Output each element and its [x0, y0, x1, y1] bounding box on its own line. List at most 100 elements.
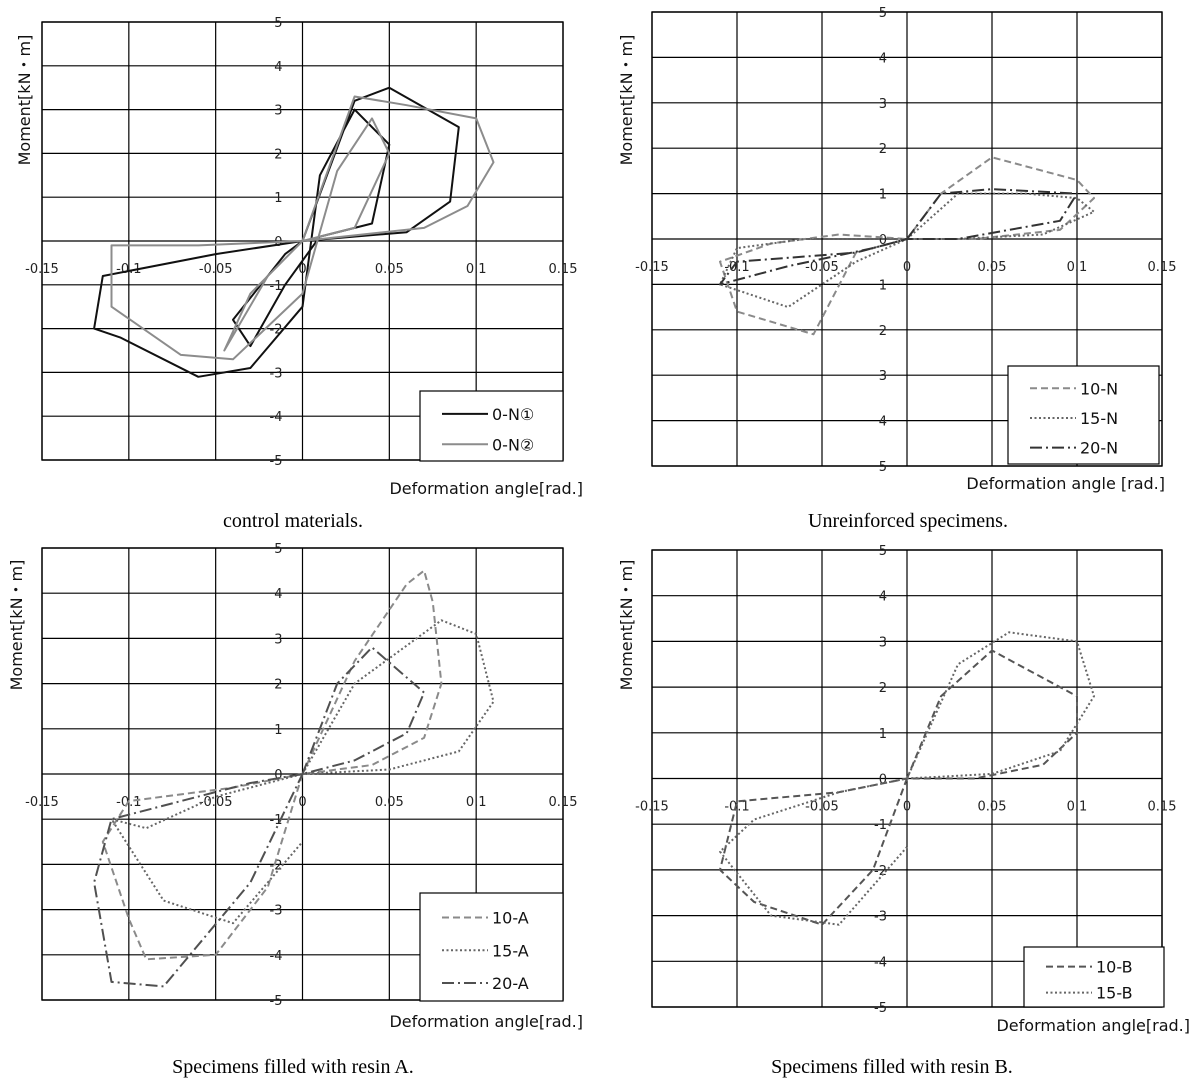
y-tick-label: -1: [874, 818, 887, 833]
x-axis-title: Deformation angle[rad.]: [389, 1012, 583, 1031]
x-tick-label: 0.15: [549, 795, 578, 810]
legend-label: 0-N②: [492, 435, 534, 454]
x-tick-label: -0.15: [25, 795, 59, 810]
series-line-20-A: [93, 646, 426, 988]
y-tick-label: 1: [879, 727, 887, 742]
y-tick-label: 2: [879, 324, 887, 339]
x-tick-label: 0: [298, 795, 306, 810]
y-axis-title: Moment[kN・m]: [15, 35, 34, 166]
legend: 10-A 15-A 20-A: [419, 892, 564, 1002]
legend: 10-B 15-B: [1023, 946, 1165, 1008]
y-tick-label: 2: [274, 678, 282, 693]
y-tick-label: 4: [274, 60, 282, 75]
x-tick-label: 0.1: [1067, 260, 1088, 275]
legend-box: [1023, 946, 1165, 1008]
y-tick-label: -5: [270, 454, 283, 469]
x-tick-label: 0.15: [1148, 800, 1177, 815]
y-tick-label: -2: [874, 864, 887, 879]
x-axis-title: Deformation angle [rad.]: [966, 474, 1165, 493]
x-tick-label: 0.05: [978, 260, 1007, 275]
y-tick-label: 1: [879, 188, 887, 203]
legend: 10-N 15-N 20-N: [1007, 365, 1160, 465]
chart-panel-3: -0.15 -0.1 -0.05 0 0.05 0.1 0.15543210-1-2-3-4…: [7, 542, 583, 1078]
y-tick-label: 3: [879, 97, 887, 112]
x-tick-label: -0.1: [724, 260, 749, 275]
y-tick-label: 5: [274, 16, 282, 31]
y-tick-label: 0: [879, 773, 887, 788]
panel-caption: Specimens filled with resin A.: [172, 1056, 414, 1078]
legend-label: 20-N: [1080, 439, 1118, 458]
x-axis-title: Deformation angle[rad.]: [996, 1016, 1190, 1035]
y-axis-title: Moment[kN・m]: [7, 560, 26, 691]
plot-frame: [651, 549, 1163, 1008]
y-tick-label: 5: [879, 544, 887, 559]
y-tick-label: 3: [879, 369, 887, 384]
y-tick-label: 4: [879, 51, 887, 66]
legend-label: 10-B: [1096, 958, 1133, 977]
x-tick-label: -0.1: [724, 800, 749, 815]
x-tick-label: 0.05: [375, 262, 404, 277]
y-tick-label: -4: [270, 949, 283, 964]
y-axis-title: Moment[kN・m]: [617, 560, 636, 691]
x-tick-label: -0.05: [805, 800, 839, 815]
series-line-0-N①: [93, 86, 460, 378]
x-tick-labels: -0.15 -0.1 -0.05 0 0.05 0.1 0.15: [25, 795, 577, 810]
x-tick-label: 0.05: [978, 800, 1007, 815]
x-tick-label: 0.05: [375, 795, 404, 810]
x-tick-label: -0.15: [635, 260, 669, 275]
y-tick-label: 3: [274, 104, 282, 119]
legend-label: 0-N①: [492, 405, 534, 424]
plot-frame: [651, 11, 1163, 467]
y-tick-label: 1: [879, 278, 887, 293]
chart-panel-4: -0.15 -0.1 -0.05 0 0.05 0.1 0.15 5 4 3 2 1 0 -1 -2 -3 -4…: [617, 544, 1190, 1078]
x-tick-label: -0.05: [199, 262, 233, 277]
y-tick-label: 0: [274, 768, 282, 783]
legend-box: [419, 390, 564, 462]
x-tick-label: 0: [298, 262, 306, 277]
x-tick-label: -0.15: [635, 800, 669, 815]
y-tick-label: -1: [270, 279, 283, 294]
y-tick-label: -4: [270, 410, 283, 425]
x-tick-label: 0.1: [466, 262, 487, 277]
y-tick-label: -5: [270, 994, 283, 1009]
y-tick-label: -1: [270, 813, 283, 828]
series-group: [93, 86, 495, 378]
series-group: [93, 569, 495, 988]
x-tick-label: 0: [903, 800, 911, 815]
y-tick-label: 5: [879, 460, 887, 475]
y-tick-label: -3: [874, 910, 887, 925]
x-tick-label: -0.05: [199, 795, 233, 810]
x-tick-label: -0.1: [116, 262, 141, 277]
y-tick-label: 5: [274, 542, 282, 557]
chart-panel-2: -0.15 -0.1 -0.05 0 0.05 0.1 0.15 5 4 3 2 1 0 1 2 3 4 5 10-…: [617, 6, 1176, 532]
y-tick-label: 5: [879, 6, 887, 21]
panel-caption: Specimens filled with resin B.: [771, 1056, 1013, 1078]
x-tick-label: -0.05: [805, 260, 839, 275]
y-tick-label: 4: [879, 415, 887, 430]
series-line-10-A: [101, 569, 443, 961]
y-tick-label: 1: [274, 723, 282, 738]
x-tick-label: -0.15: [25, 262, 59, 277]
y-tick-label: -3: [270, 366, 283, 381]
y-tick-label: 3: [879, 635, 887, 650]
y-tick-label: -3: [270, 904, 283, 919]
legend-label: 10-N: [1080, 379, 1118, 398]
y-tick-label: 2: [879, 681, 887, 696]
x-tick-label: 0.1: [466, 795, 487, 810]
plot-frame: [41, 21, 564, 461]
legend: 0-N① 0-N②: [419, 390, 564, 462]
y-tick-label: 2: [274, 147, 282, 162]
y-tick-label: 3: [274, 632, 282, 647]
x-tick-labels: -0.15 -0.1 -0.05 0 0.05 0.1 0.15: [635, 800, 1176, 815]
x-tick-label: 0.15: [1148, 260, 1177, 275]
x-tick-label: 0: [903, 260, 911, 275]
y-axis-title: Moment[kN・m]: [617, 35, 636, 166]
x-tick-label: 0.15: [549, 262, 578, 277]
series-group: [719, 631, 1095, 926]
series-group: [719, 156, 1095, 336]
y-tick-label: 0: [879, 233, 887, 248]
